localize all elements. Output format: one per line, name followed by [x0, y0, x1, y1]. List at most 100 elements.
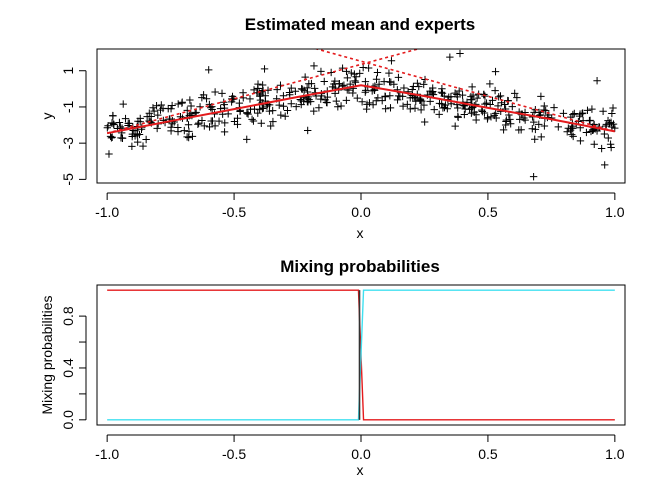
data-point: [468, 95, 476, 104]
data-point: [185, 127, 193, 136]
data-point: [248, 115, 256, 124]
data-point: [364, 64, 373, 72]
data-point: [413, 79, 422, 88]
data-point: [491, 86, 499, 95]
expert-line-right: [313, 49, 616, 133]
data-point: [107, 134, 116, 142]
data-point: [369, 101, 377, 109]
data-point: [470, 108, 479, 116]
data-point: [447, 92, 455, 101]
data-point: [361, 77, 370, 86]
data-point: [440, 103, 449, 112]
probability-line-series-2: [107, 289, 615, 421]
data-point: [233, 114, 242, 122]
data-point: [411, 104, 419, 112]
data-point: [142, 135, 150, 144]
data-point: [396, 92, 404, 100]
data-point: [458, 91, 467, 99]
data-point: [420, 101, 428, 109]
data-point: [390, 80, 398, 88]
data-point: [506, 120, 515, 128]
data-point: [486, 80, 494, 88]
data-point: [590, 140, 598, 149]
data-point: [199, 91, 208, 99]
data-point: [600, 130, 609, 138]
data-point: [454, 113, 462, 122]
data-point: [606, 140, 615, 148]
data-point: [494, 102, 502, 110]
estimated-mean-line: [106, 84, 616, 135]
data-point: [599, 107, 607, 115]
data-point: [582, 128, 591, 137]
data-point: [451, 122, 459, 130]
data-point: [609, 104, 617, 112]
x-tick-label: 0.0: [351, 446, 371, 462]
y-tick-label: 0.0: [60, 410, 76, 430]
data-point: [244, 110, 252, 118]
data-point: [365, 99, 374, 107]
data-point: [500, 100, 509, 109]
data-point: [409, 93, 417, 102]
data-point: [535, 120, 543, 129]
data-point: [215, 117, 223, 125]
data-point: [200, 122, 208, 130]
data-point: [559, 109, 568, 118]
data-point: [125, 119, 134, 128]
data-point: [604, 134, 612, 142]
data-point: [451, 89, 459, 97]
x-tick-label: 0.5: [478, 446, 498, 462]
data-point: [143, 112, 151, 121]
data-point: [588, 105, 596, 113]
data-point: [386, 104, 395, 112]
data-point: [528, 125, 537, 133]
data-point: [121, 114, 130, 123]
data-point: [186, 96, 194, 104]
data-point: [605, 119, 614, 127]
data-point: [387, 57, 396, 65]
data-point: [277, 111, 285, 119]
data-point: [119, 100, 127, 108]
data-point: [239, 94, 247, 102]
data-point: [256, 96, 265, 104]
data-point: [115, 118, 124, 127]
data-point: [607, 118, 615, 127]
data-point: [204, 66, 213, 74]
data-point: [128, 142, 136, 151]
data-point: [491, 67, 500, 76]
data-point: [118, 134, 127, 142]
data-point: [330, 80, 338, 88]
data-point: [487, 113, 495, 121]
data-point: [372, 75, 381, 83]
x-axis-label-top: x: [357, 225, 364, 241]
probability-lines: [107, 289, 615, 421]
data-point: [600, 161, 609, 169]
data-point: [106, 132, 115, 141]
chart-title-bottom: Mixing probabilities: [280, 257, 440, 276]
data-point: [269, 117, 277, 126]
data-point: [108, 133, 116, 141]
data-point: [104, 122, 112, 130]
data-point: [456, 49, 464, 58]
data-point: [243, 109, 251, 117]
data-point: [281, 112, 289, 120]
data-point: [416, 95, 425, 103]
data-point: [375, 80, 383, 88]
data-point: [386, 92, 394, 100]
data-point: [381, 92, 389, 100]
data-point: [230, 117, 239, 126]
data-point: [291, 87, 300, 95]
y-axis-top: 1 -1 -3 -5: [60, 67, 87, 186]
data-point: [403, 100, 412, 109]
data-point: [502, 116, 511, 124]
data-point: [430, 105, 438, 114]
data-point: [440, 92, 448, 100]
data-point: [149, 104, 157, 112]
data-point: [361, 88, 369, 96]
data-point: [381, 105, 390, 113]
data-point: [570, 109, 579, 118]
data-point: [159, 104, 167, 113]
data-point: [297, 100, 305, 109]
data-point: [275, 101, 283, 109]
panel-estimated-mean: Estimated mean and experts -1.0 -0.5 0.0 0.…: [39, 15, 626, 241]
